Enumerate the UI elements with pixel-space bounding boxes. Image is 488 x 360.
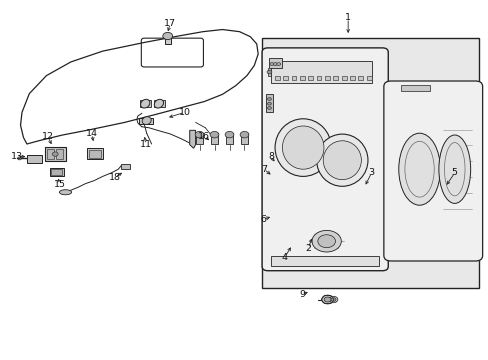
Circle shape [266, 70, 271, 74]
Ellipse shape [282, 126, 323, 169]
Ellipse shape [274, 119, 331, 176]
Circle shape [321, 295, 333, 304]
Circle shape [273, 63, 277, 66]
Text: 3: 3 [368, 168, 374, 177]
Circle shape [317, 235, 335, 248]
Circle shape [210, 131, 219, 138]
Polygon shape [267, 68, 271, 76]
Bar [164, 37, 170, 44]
Bar [50, 168, 63, 176]
Bar [27, 155, 41, 163]
Circle shape [195, 131, 203, 138]
Bar [154, 100, 164, 107]
Bar [56, 149, 63, 159]
Circle shape [267, 98, 271, 100]
FancyBboxPatch shape [262, 48, 387, 271]
Circle shape [18, 157, 21, 160]
Bar [358, 76, 363, 80]
Bar [366, 76, 371, 80]
Bar [349, 76, 354, 80]
Circle shape [330, 298, 335, 301]
Bar [333, 76, 338, 80]
FancyBboxPatch shape [383, 81, 482, 261]
Ellipse shape [323, 141, 361, 180]
Text: 13: 13 [11, 152, 23, 161]
Ellipse shape [398, 133, 439, 205]
Bar [88, 150, 101, 158]
Bar [51, 169, 62, 175]
Bar [400, 85, 429, 91]
Bar [139, 118, 153, 124]
Circle shape [328, 296, 337, 303]
Circle shape [224, 131, 233, 138]
Bar [283, 76, 287, 80]
Circle shape [52, 152, 58, 156]
Bar [265, 94, 273, 112]
Ellipse shape [154, 99, 163, 108]
Bar [325, 76, 329, 80]
Ellipse shape [60, 190, 71, 195]
Circle shape [240, 131, 248, 138]
Bar [45, 147, 65, 161]
Bar [299, 76, 304, 80]
Text: 1: 1 [345, 13, 350, 22]
Bar [87, 148, 102, 159]
Bar [271, 61, 371, 83]
Circle shape [267, 102, 271, 105]
Text: 18: 18 [109, 173, 121, 181]
Ellipse shape [141, 99, 149, 108]
Bar [195, 133, 203, 144]
Circle shape [267, 107, 271, 109]
Text: 15: 15 [54, 180, 65, 189]
Text: 9: 9 [299, 290, 305, 299]
Polygon shape [189, 130, 195, 148]
Bar [121, 164, 130, 169]
Text: 12: 12 [42, 132, 54, 141]
Bar [261, 38, 478, 288]
Ellipse shape [438, 135, 469, 203]
Text: 6: 6 [260, 215, 265, 224]
Bar [47, 149, 54, 159]
Text: 8: 8 [267, 152, 273, 161]
Polygon shape [271, 256, 378, 266]
Bar [274, 76, 279, 80]
Text: 2: 2 [305, 244, 310, 253]
Text: 10: 10 [179, 108, 190, 117]
Bar [316, 76, 321, 80]
Circle shape [276, 63, 280, 66]
Circle shape [324, 297, 330, 302]
Bar [140, 100, 151, 107]
Bar [341, 76, 346, 80]
Bar [269, 58, 281, 68]
Ellipse shape [142, 117, 151, 125]
Bar [210, 133, 218, 144]
Ellipse shape [316, 134, 367, 186]
Text: 11: 11 [140, 140, 151, 149]
Text: 5: 5 [451, 168, 457, 177]
Text: 14: 14 [86, 129, 98, 138]
Text: 7: 7 [261, 165, 266, 174]
Circle shape [269, 63, 273, 66]
Bar [240, 133, 248, 144]
Text: 17: 17 [164, 19, 176, 28]
Bar [291, 76, 296, 80]
Circle shape [163, 32, 172, 40]
Text: 4: 4 [281, 253, 287, 262]
Text: 16: 16 [198, 132, 210, 140]
Bar [307, 76, 312, 80]
Bar [225, 133, 233, 144]
Circle shape [311, 230, 341, 252]
